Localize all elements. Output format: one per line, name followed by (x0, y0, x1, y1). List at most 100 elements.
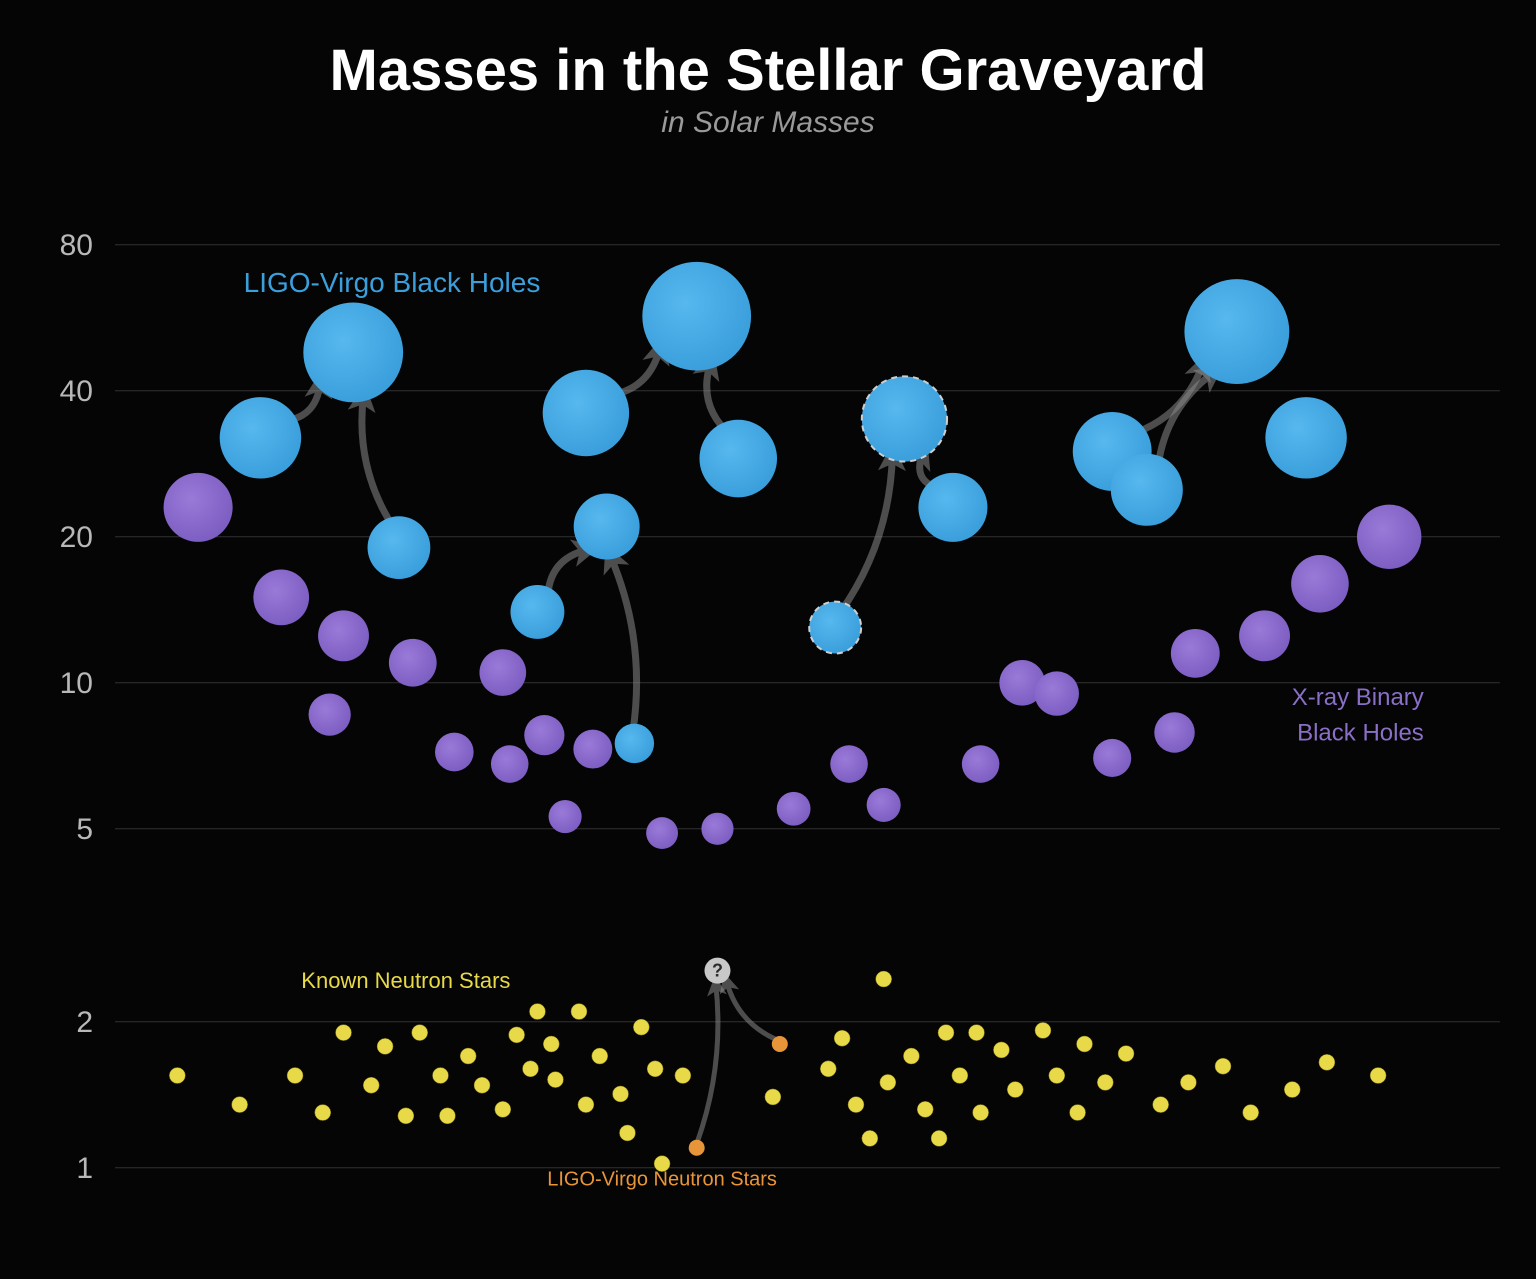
ligo-black-hole-merger (1184, 279, 1289, 384)
known-neutron-star (765, 1089, 781, 1105)
known-neutron-star (903, 1048, 919, 1064)
known-neutron-star (647, 1061, 663, 1077)
chart-title: Masses in the Stellar Graveyard (330, 38, 1207, 103)
known-neutron-star (973, 1105, 989, 1121)
known-neutron-star (1077, 1036, 1093, 1052)
ligo-black-hole-merger (303, 303, 403, 403)
known-neutron-star (509, 1027, 525, 1043)
known-neutron-star (1153, 1097, 1169, 1113)
known-neutron-star (398, 1108, 414, 1124)
xray-black-hole (867, 788, 901, 822)
y-tick-label: 2 (76, 1006, 93, 1039)
known-neutron-star (675, 1067, 691, 1083)
known-neutron-star (529, 1004, 545, 1020)
xray-black-hole (962, 745, 1000, 783)
known-neutron-star (880, 1074, 896, 1090)
ligo-neutron-star (689, 1140, 705, 1156)
xray-black-hole (1239, 610, 1290, 661)
known-neutron-star (315, 1105, 331, 1121)
xray-black-hole (777, 792, 811, 826)
stellar-graveyard-chart: 12510204080Masses in the Stellar Graveya… (0, 0, 1536, 1279)
ligo-black-hole-merger (642, 262, 751, 371)
known-neutron-star (613, 1086, 629, 1102)
y-tick-label: 20 (60, 521, 93, 554)
known-neutron-star (432, 1067, 448, 1083)
xray-black-hole (1093, 739, 1131, 777)
xray-black-hole (830, 745, 868, 783)
xray-black-hole (479, 649, 526, 696)
legend-label: Black Holes (1297, 720, 1424, 747)
known-neutron-star (523, 1061, 539, 1077)
xray-black-hole (1357, 505, 1421, 569)
y-tick-label: 80 (60, 229, 93, 262)
known-neutron-star (232, 1097, 248, 1113)
known-neutron-star (931, 1130, 947, 1146)
known-neutron-star (287, 1067, 303, 1083)
known-neutron-star (848, 1097, 864, 1113)
known-neutron-star (1319, 1054, 1335, 1070)
known-neutron-star (377, 1038, 393, 1054)
known-neutron-star (460, 1048, 476, 1064)
known-neutron-star (169, 1067, 185, 1083)
known-neutron-star (820, 1061, 836, 1077)
xray-black-hole (646, 817, 678, 849)
xray-black-hole (491, 745, 529, 783)
known-neutron-star (1370, 1067, 1386, 1083)
known-neutron-star (876, 971, 892, 987)
ligo-black-hole (368, 516, 431, 579)
xray-black-hole (1291, 555, 1349, 613)
known-neutron-star (1243, 1105, 1259, 1121)
xray-black-hole (253, 570, 309, 626)
chart-subtitle: in Solar Masses (661, 106, 874, 139)
known-neutron-star (578, 1097, 594, 1113)
known-neutron-star (1180, 1074, 1196, 1090)
known-neutron-star (547, 1072, 563, 1088)
ligo-black-hole-merger (574, 494, 640, 560)
ligo-black-hole-merger (862, 376, 947, 461)
known-neutron-star (862, 1130, 878, 1146)
ligo-black-hole (809, 602, 861, 654)
ligo-black-hole (918, 473, 987, 542)
ligo-neutron-star (772, 1036, 788, 1052)
xray-black-hole (318, 610, 369, 661)
known-neutron-star (336, 1025, 352, 1041)
ligo-black-hole (543, 370, 629, 456)
xray-black-hole (389, 639, 437, 687)
known-neutron-star (834, 1030, 850, 1046)
xray-black-hole (573, 730, 612, 769)
known-neutron-star (1097, 1074, 1113, 1090)
legend-label: LIGO-Virgo Neutron Stars (547, 1168, 777, 1190)
y-tick-label: 5 (76, 813, 93, 846)
xray-black-hole (435, 733, 474, 772)
ligo-black-hole (510, 585, 564, 639)
known-neutron-star (1284, 1082, 1300, 1098)
ligo-black-hole (1111, 454, 1183, 526)
xray-black-hole (309, 693, 351, 735)
xray-black-hole (1154, 712, 1194, 752)
known-neutron-star (917, 1101, 933, 1117)
xray-black-hole (524, 715, 564, 755)
xray-black-hole (549, 800, 582, 833)
known-neutron-star (968, 1025, 984, 1041)
known-neutron-star (1118, 1046, 1134, 1062)
known-neutron-star (543, 1036, 559, 1052)
ligo-black-hole (699, 420, 777, 498)
y-tick-label: 40 (60, 375, 93, 408)
legend-label: X-ray Binary (1292, 684, 1424, 711)
xray-black-hole (701, 813, 733, 845)
known-neutron-star (952, 1067, 968, 1083)
known-neutron-star (363, 1077, 379, 1093)
known-neutron-star (938, 1025, 954, 1041)
known-neutron-star (633, 1019, 649, 1035)
xray-black-hole (164, 473, 233, 542)
y-tick-label: 1 (76, 1152, 93, 1185)
known-neutron-star (1049, 1067, 1065, 1083)
legend-label: Known Neutron Stars (301, 968, 510, 993)
known-neutron-star (571, 1004, 587, 1020)
legend-label: LIGO-Virgo Black Holes (244, 267, 541, 298)
ligo-black-hole (1265, 397, 1346, 478)
known-neutron-star (1070, 1105, 1086, 1121)
known-neutron-star (439, 1108, 455, 1124)
ligo-black-hole (220, 397, 301, 478)
known-neutron-star (592, 1048, 608, 1064)
